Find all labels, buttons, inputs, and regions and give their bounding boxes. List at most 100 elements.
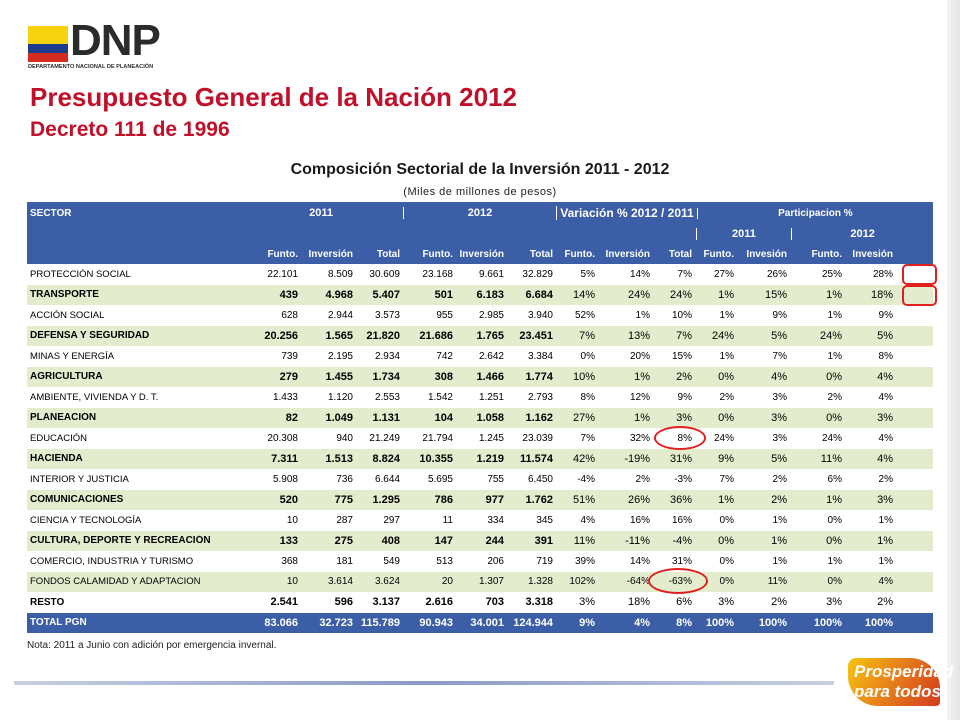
value-cell: 275 (334, 534, 353, 547)
value-cell: 1.162 (525, 411, 553, 424)
value-cell: 3.137 (372, 596, 400, 609)
value-cell: -11% (625, 534, 650, 547)
value-cell: -64% (626, 576, 650, 588)
table-row: TRANSPORTE 439 4.968 5.407 501 6.183 6.684 14% 2… (27, 284, 933, 305)
value-cell: 3.940 (527, 309, 553, 321)
value-cell: 27% (713, 268, 734, 280)
value-cell: 3% (579, 596, 595, 609)
sector-cell: TRANSPORTE (30, 289, 99, 301)
value-cell: 8% (878, 350, 893, 362)
sector-cell: INTERIOR Y JUSTICIA (30, 473, 129, 485)
value-cell: 5.908 (272, 473, 298, 485)
table-header-top: SECTOR 2011 2012 Variación % 2012 / 2011… (27, 202, 933, 224)
hdr-funto: Funto. (811, 248, 842, 260)
value-cell: 24% (821, 432, 842, 444)
value-cell: 21.820 (366, 329, 400, 342)
value-cell: 3% (826, 596, 842, 609)
value-cell: 206 (487, 555, 504, 567)
value-cell: 13% (627, 329, 650, 342)
value-cell: 2% (827, 391, 842, 403)
table-row: EDUCACIÓN 20.308 940 21.249 21.794 1.245 23.03… (27, 428, 933, 449)
value-cell: 2.985 (478, 309, 504, 321)
sector-cell: COMUNICACIONES (30, 494, 124, 506)
table-row: PLANEACIÓN 82 1.049 1.131 104 1.058 1.162 27% 1%… (27, 407, 933, 428)
value-cell: 6% (676, 596, 692, 609)
value-cell: 102% (569, 576, 595, 588)
value-cell: 9% (718, 452, 734, 465)
value-cell: 5.407 (372, 288, 400, 301)
value-cell: 1.049 (325, 411, 353, 424)
value-cell: 8.824 (372, 452, 400, 465)
table-row: FONDOS CALAMIDAD Y ADAPTACION 10 3.614 3.62… (27, 571, 933, 592)
value-cell: 279 (279, 370, 298, 383)
value-cell: 24% (711, 329, 734, 342)
value-cell: 18% (870, 288, 893, 301)
header-sector: SECTOR (30, 207, 72, 219)
sector-cell: CIENCIA Y TECNOLOGÍA (30, 514, 142, 526)
header-part-2011: 2011 (695, 228, 792, 240)
table-total-row: TOTAL PGN 83.066 32.723 115.789 90.943 34.001… (27, 612, 933, 633)
header-variacion: Variación % 2012 / 2011 (556, 206, 697, 220)
sector-cell: AMBIENTE, VIVIENDA Y D. T. (30, 391, 159, 403)
page-subtitle: Decreto 111 de 1996 (30, 118, 230, 141)
value-cell: 1.245 (478, 432, 504, 444)
value-cell: 719 (536, 555, 553, 567)
table-subtitle: (Miles de millones de pesos) (403, 186, 557, 198)
value-cell: 4% (878, 391, 893, 403)
value-cell: 0% (826, 370, 842, 383)
table-row: RESTO 2.541 596 3.137 2.616 703 3.318 3% 18% 6% 3%… (27, 592, 933, 613)
value-cell: 1.328 (527, 576, 553, 588)
value-cell: 0% (827, 514, 842, 526)
value-cell: 3.614 (327, 576, 353, 588)
highlight-box-proteccion (902, 264, 937, 285)
value-cell: 1.774 (525, 370, 553, 383)
sector-cell: HACIENDA (30, 453, 83, 465)
value-cell: 9.661 (478, 268, 504, 280)
table-note: Nota: 2011 a Junio con adición por emerg… (27, 640, 277, 651)
value-cell: 2% (772, 473, 787, 485)
value-cell: 2% (719, 391, 734, 403)
value-cell: 2% (878, 473, 893, 485)
value-cell: 7% (719, 473, 734, 485)
value-cell: 2% (635, 473, 650, 485)
value-cell: 31% (669, 452, 692, 465)
value-cell: 955 (436, 309, 453, 321)
value-cell: 0% (826, 534, 842, 547)
value-cell: 391 (534, 534, 553, 547)
value-cell: 1.307 (478, 576, 504, 588)
value-cell: 1.455 (325, 370, 353, 383)
value-cell: 1.219 (476, 452, 504, 465)
value-cell: 3.624 (374, 576, 400, 588)
value-cell: 5.695 (427, 473, 453, 485)
value-cell: 2.944 (327, 309, 353, 321)
header-2011: 2011 (309, 207, 333, 219)
value-cell: 36% (669, 493, 692, 506)
value-cell: 1% (826, 288, 842, 301)
value-cell: 104 (434, 411, 453, 424)
sector-cell: PROTECCIÓN SOCIAL (30, 268, 131, 280)
value-cell: 1.513 (325, 452, 353, 465)
value-cell: 14% (629, 555, 650, 567)
value-cell: 1% (635, 309, 650, 321)
value-cell: 18% (627, 596, 650, 609)
value-cell: 1% (719, 309, 734, 321)
value-cell: 28% (872, 268, 893, 280)
value-cell: 15% (764, 288, 787, 301)
hdr-invesion: Invesión (746, 248, 787, 260)
value-cell: 3.318 (525, 596, 553, 609)
value-cell: 11.574 (519, 452, 553, 465)
value-cell: 9% (677, 391, 692, 403)
sector-cell: RESTO (30, 596, 65, 608)
value-cell: 4% (580, 514, 595, 526)
value-cell: 8.509 (327, 268, 353, 280)
table-row: AMBIENTE, VIVIENDA Y D. T. 1.433 1.120 2.55… (27, 387, 933, 408)
value-cell: 9% (579, 616, 595, 629)
value-cell: 2% (771, 596, 787, 609)
value-cell: 20.308 (267, 432, 298, 444)
value-cell: 0% (718, 370, 734, 383)
value-cell: 9% (878, 309, 893, 321)
hdr-funto: Funto. (564, 248, 595, 260)
footer-line (14, 681, 834, 685)
value-cell: 23.039 (522, 432, 553, 444)
value-cell: 4.968 (325, 288, 353, 301)
